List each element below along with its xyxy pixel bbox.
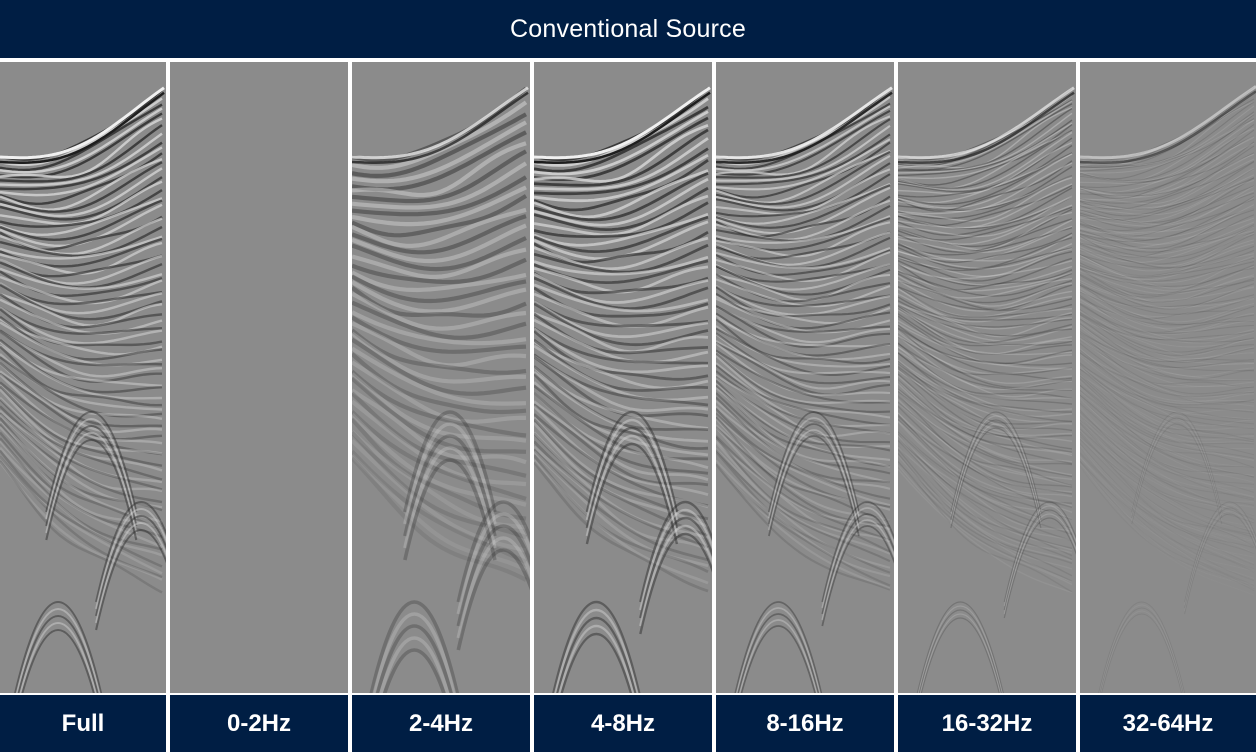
panel-label: 4-8Hz xyxy=(534,695,712,752)
seismic-image xyxy=(534,62,712,693)
page-title: Conventional Source xyxy=(510,14,746,43)
panel-label: 16-32Hz xyxy=(898,695,1076,752)
seismic-panel-2-4hz xyxy=(352,62,530,693)
panel-label: 0-2Hz xyxy=(170,695,348,752)
seismic-panels xyxy=(0,60,1256,693)
seismic-image xyxy=(898,62,1076,693)
seismic-image xyxy=(170,62,348,693)
seismic-image xyxy=(1080,62,1256,693)
seismic-panel-8-16hz xyxy=(716,62,894,693)
seismic-panel-full xyxy=(0,62,166,693)
seismic-panel-4-8hz xyxy=(534,62,712,693)
seismic-image xyxy=(0,62,166,693)
seismic-panel-0-2hz xyxy=(170,62,348,693)
title-banner: Conventional Source xyxy=(0,0,1256,58)
panel-label: Full xyxy=(0,695,166,752)
panel-label: 32-64Hz xyxy=(1080,695,1256,752)
panel-label: 2-4Hz xyxy=(352,695,530,752)
seismic-image xyxy=(716,62,894,693)
seismic-panel-32-64hz xyxy=(1080,62,1256,693)
panel-label: 8-16Hz xyxy=(716,695,894,752)
seismic-image xyxy=(352,62,530,693)
frequency-label-bar: Full 0-2Hz 2-4Hz 4-8Hz 8-16Hz 16-32Hz 32… xyxy=(0,695,1256,752)
seismic-panel-16-32hz xyxy=(898,62,1076,693)
